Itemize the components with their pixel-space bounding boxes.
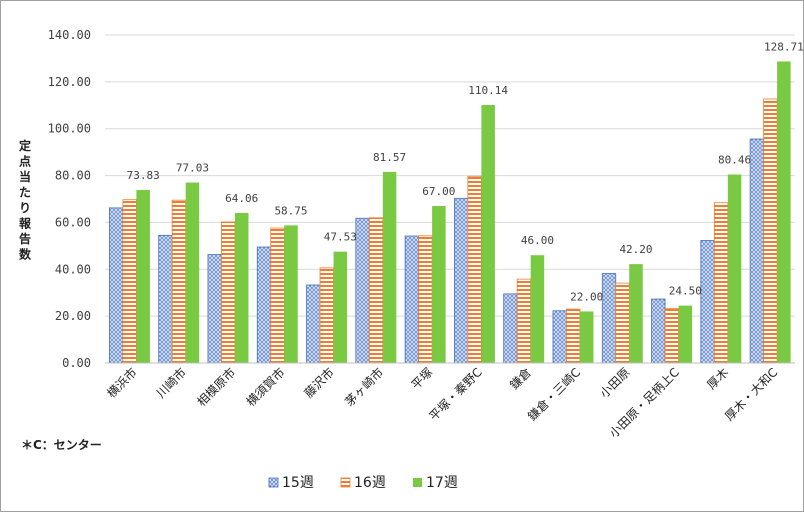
bar-1 [749,138,765,364]
bar-3 [579,311,594,363]
bar-3 [234,212,249,363]
bar-1 [503,293,518,364]
bar-1 [355,217,370,364]
y-tick-label: 100.00 [48,122,91,136]
y-tick-label: 0.00 [62,356,91,370]
x-category-label: 藤沢市 [301,365,337,401]
legend: 15週 16週 17週 [268,475,458,491]
data-label: 73.83 [127,169,160,182]
y-tick-label: 80.00 [55,169,91,183]
bar-1 [601,273,617,364]
bar-3 [530,255,545,363]
bar-3 [777,61,791,363]
bar-3 [284,225,298,363]
bar-2 [221,221,236,364]
y-tick-label: 40.00 [55,262,91,276]
bar-1 [158,234,173,364]
y-axis-ticks: 0.00 20.00 40.00 60.00 80.00 100.00 120.00 140.… [48,28,91,370]
y-axis-label: 定点当たり報告数 [19,138,32,262]
bar-2 [368,217,384,364]
bar-2 [615,282,630,364]
x-category-label: 厚木・大和C [722,365,780,423]
x-category-label: 平塚 [409,365,436,392]
x-category-label: 小田原 [597,365,632,400]
bar-1 [256,246,272,364]
bar-1 [207,254,222,364]
legend-label: 15週 [282,475,314,491]
bar-2 [467,175,482,364]
bar-1 [306,284,321,364]
bar-3 [727,174,742,363]
bar-3 [333,251,348,363]
data-label: 67.00 [422,185,455,198]
legend-swatch [413,478,422,487]
footnote: ＊C：センター [21,438,102,452]
x-category-label: 平塚・秦野C [427,365,485,423]
y-tick-label: 20.00 [55,309,91,323]
bar-1 [453,197,469,364]
data-labels: 73.83 77.03 64.06 58.75 47.53 81.57 67.00 110.1… [127,40,803,303]
data-label: 42.20 [619,243,652,256]
bar-2 [418,235,433,364]
legend-swatch [340,477,351,488]
y-tick-label: 60.00 [55,215,91,229]
data-label: 81.57 [373,151,406,164]
x-category-label: 横浜市 [104,365,140,401]
bar-1 [404,235,420,364]
x-category-label: 鎌倉 [506,365,534,393]
x-category-label: 厚木 [704,365,731,392]
legend-label: 16週 [354,475,386,491]
bar-1 [552,310,567,364]
x-category-label: 鎌倉・三崎C [524,365,583,424]
bar-3 [382,171,397,363]
bar-2 [122,199,137,364]
bar-1 [108,207,124,364]
bar-1 [700,240,715,364]
data-label: 128.71 [764,40,803,53]
y-tick-label: 120.00 [48,75,91,89]
data-label: 110.14 [468,84,508,97]
legend-swatch [268,477,279,488]
bar-2 [763,98,778,364]
bar-3 [481,104,495,364]
bar-3 [432,206,446,363]
bar-2 [566,308,581,364]
legend-label: 17週 [426,475,458,491]
data-label: 46.00 [521,234,554,247]
data-label: 22.00 [570,290,603,303]
data-label: 64.06 [225,192,258,205]
x-category-label: 相模原市 [194,365,239,410]
bar-2 [664,308,679,364]
y-tick-label: 140.00 [48,28,91,42]
data-label: 80.46 [718,153,751,166]
data-label: 24.50 [669,285,702,298]
bar-3 [678,305,693,363]
bars [108,61,791,364]
bar-2 [171,199,187,364]
x-category-label: 川崎市 [153,365,189,401]
bar-2 [713,202,729,364]
bar-3 [185,182,200,363]
bar-2 [270,227,285,364]
bar-2 [516,278,532,364]
bar-3 [136,190,150,363]
data-label: 58.75 [274,204,307,217]
data-label: 47.53 [324,231,357,244]
bar-1 [651,298,666,364]
x-category-label: 茅ヶ崎市 [342,365,387,410]
data-label: 77.03 [176,162,209,175]
x-category-label: 横須賀市 [243,365,288,410]
bar-2 [319,267,334,364]
bar-3 [629,264,643,363]
